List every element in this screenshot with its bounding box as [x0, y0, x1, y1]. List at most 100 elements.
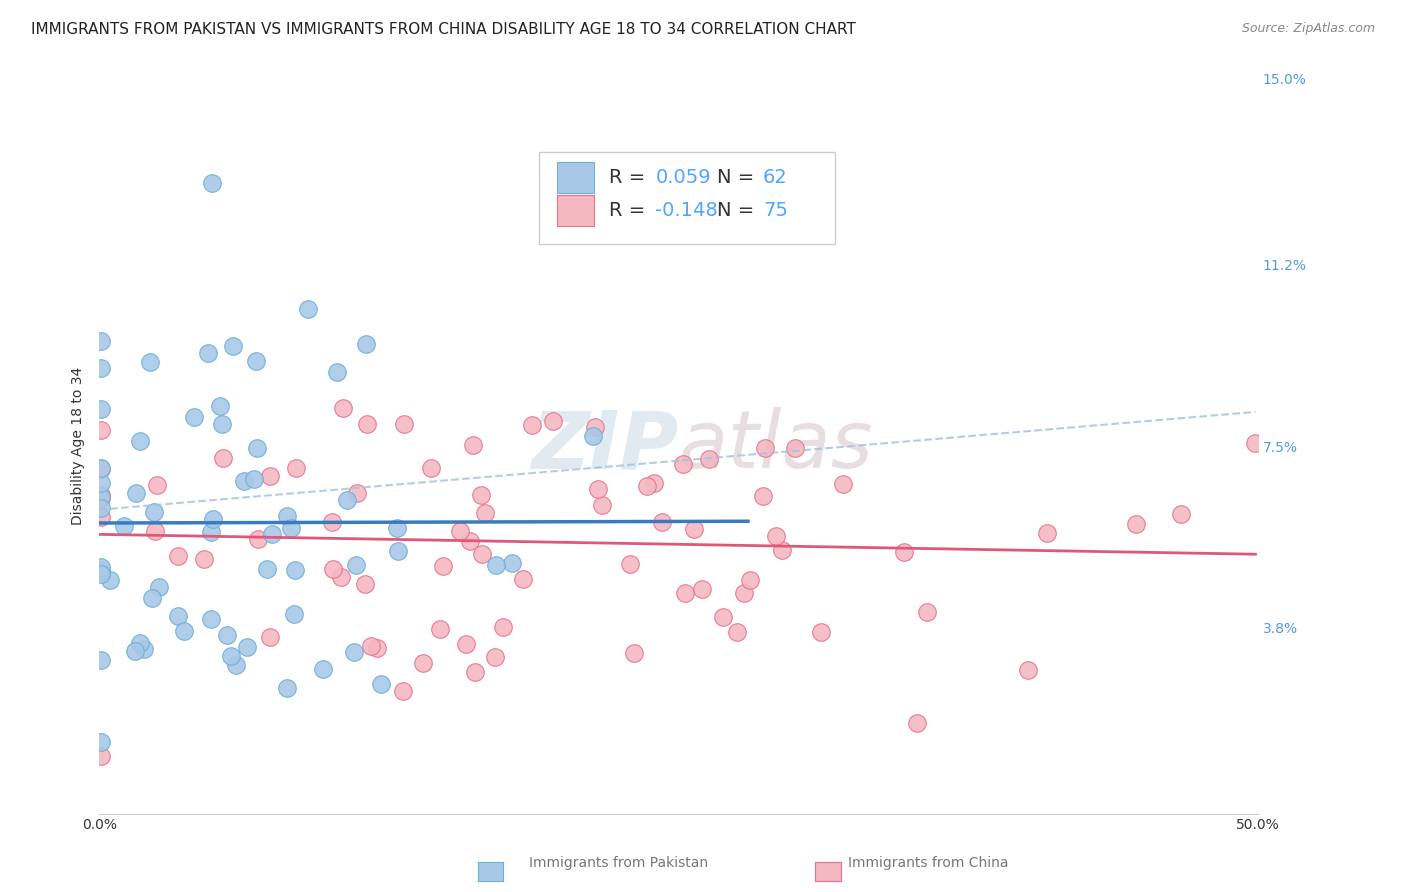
Point: [392, 417, 415, 432]
Point: [366, 640, 388, 655]
Point: [247, 533, 270, 547]
Text: IMMIGRANTS FROM PAKISTAN VS IMMIGRANTS FROM CHINA DISABILITY AGE 18 TO 34 CORREL: IMMIGRANTS FROM PAKISTAN VS IMMIGRANTS F…: [31, 22, 856, 37]
Point: [173, 624, 195, 638]
Point: [1036, 526, 1059, 541]
Point: [1170, 507, 1192, 521]
Point: [322, 562, 344, 576]
Bar: [557, 195, 593, 227]
Text: ZIP: ZIP: [531, 407, 679, 485]
Text: R =: R =: [609, 202, 651, 220]
Point: [132, 642, 155, 657]
Point: [283, 607, 305, 621]
Point: [167, 549, 190, 563]
Text: 75: 75: [763, 202, 787, 220]
Point: [484, 649, 506, 664]
Point: [651, 515, 673, 529]
Point: [276, 508, 298, 523]
Point: [128, 434, 150, 449]
Point: [246, 442, 269, 456]
Point: [183, 410, 205, 425]
Point: [520, 417, 543, 432]
Point: [690, 582, 713, 597]
Point: [392, 684, 415, 698]
Point: [905, 715, 928, 730]
Point: [222, 338, 245, 352]
Point: [90, 564, 112, 578]
Point: [893, 545, 915, 559]
Point: [90, 510, 112, 524]
Point: [619, 557, 641, 571]
Point: [219, 649, 242, 664]
Point: [259, 469, 281, 483]
Point: [733, 586, 755, 600]
Point: [346, 485, 368, 500]
Point: [683, 522, 706, 536]
Point: [583, 419, 606, 434]
Point: [245, 354, 267, 368]
Bar: [557, 162, 593, 194]
Point: [485, 558, 508, 573]
Point: [754, 441, 776, 455]
Point: [412, 657, 434, 671]
Point: [225, 657, 247, 672]
Text: 62: 62: [763, 169, 787, 187]
Point: [201, 176, 224, 190]
Point: [202, 512, 225, 526]
Text: 0.059: 0.059: [655, 169, 711, 187]
Point: [112, 519, 135, 533]
Text: atlas: atlas: [679, 407, 873, 485]
Point: [470, 488, 492, 502]
Point: [90, 735, 112, 749]
Point: [90, 423, 112, 437]
Point: [90, 491, 112, 505]
Point: [90, 653, 112, 667]
Point: [454, 637, 477, 651]
Point: [501, 556, 523, 570]
Point: [211, 417, 233, 431]
Point: [623, 646, 645, 660]
Point: [276, 681, 298, 696]
Text: N =: N =: [717, 202, 761, 220]
Point: [725, 625, 748, 640]
Point: [262, 527, 284, 541]
Point: [512, 572, 534, 586]
Point: [1244, 435, 1267, 450]
Point: [284, 460, 307, 475]
Point: [197, 346, 219, 360]
Point: [90, 566, 112, 581]
Point: [90, 490, 112, 504]
Point: [738, 573, 761, 587]
Point: [636, 479, 658, 493]
Point: [90, 501, 112, 516]
Point: [146, 478, 169, 492]
Text: R =: R =: [609, 169, 651, 187]
Point: [90, 488, 112, 502]
Point: [98, 574, 121, 588]
Point: [90, 475, 112, 490]
Point: [643, 475, 665, 490]
Point: [233, 474, 256, 488]
Point: [200, 525, 222, 540]
Point: [449, 524, 471, 538]
Point: [673, 586, 696, 600]
Point: [90, 559, 112, 574]
Text: N =: N =: [717, 169, 761, 187]
Point: [711, 610, 734, 624]
Point: [541, 414, 564, 428]
Point: [166, 609, 188, 624]
Point: [90, 461, 112, 475]
Point: [785, 441, 807, 455]
Text: Source: ZipAtlas.com: Source: ZipAtlas.com: [1241, 22, 1375, 36]
Point: [259, 630, 281, 644]
Point: [770, 543, 793, 558]
Point: [385, 521, 408, 535]
Point: [90, 462, 112, 476]
Point: [354, 337, 377, 351]
Point: [321, 515, 343, 529]
Point: [326, 365, 349, 379]
Point: [810, 625, 832, 640]
Point: [474, 506, 496, 520]
Point: [1017, 664, 1039, 678]
Point: [90, 748, 112, 763]
Point: [492, 620, 515, 634]
